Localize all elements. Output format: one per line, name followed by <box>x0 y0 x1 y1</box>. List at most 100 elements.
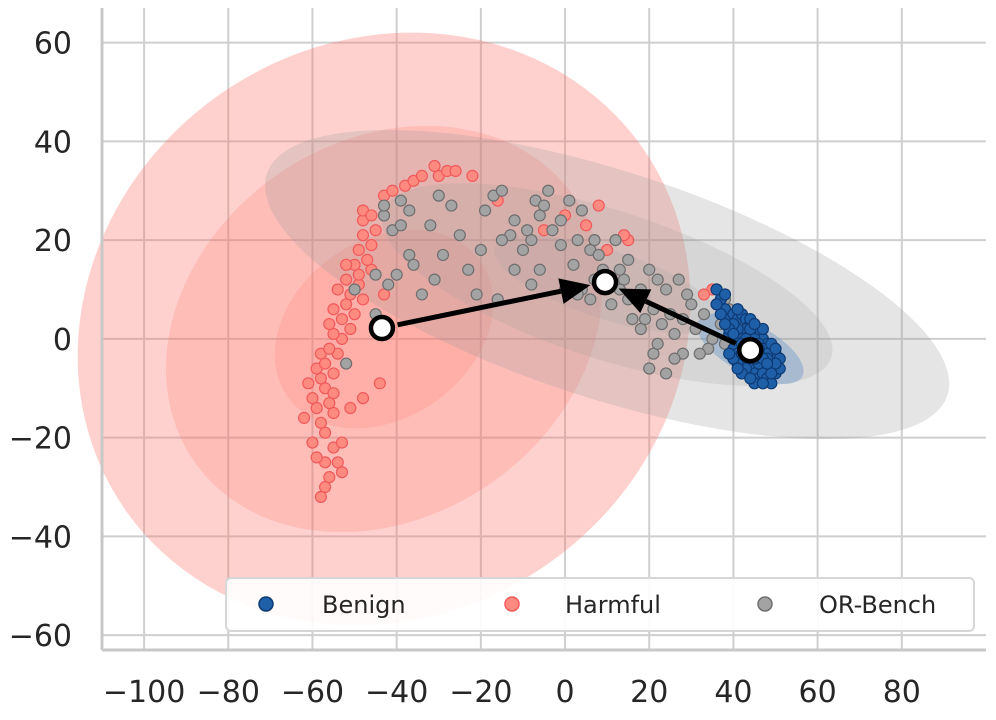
point-or-bench-73 <box>668 352 681 365</box>
point-or-bench-27 <box>474 243 487 257</box>
x-tick-label: 60 <box>799 675 837 710</box>
point-or-bench-11 <box>390 268 403 281</box>
point-benign-73 <box>769 342 782 355</box>
point-or-bench-36 <box>575 204 588 217</box>
point-or-bench-25 <box>542 184 555 197</box>
x-tick-label: −40 <box>365 675 428 710</box>
arrow-head-1 <box>618 288 652 313</box>
point-or-bench-29 <box>516 243 530 257</box>
point-or-bench-18 <box>495 184 509 197</box>
centroid-markers <box>368 268 764 364</box>
axes-frame <box>100 8 986 652</box>
point-or-bench-93 <box>428 273 441 286</box>
x-axis-ticks: −100 −80 −60 −40 −20 0 20 40 60 80 <box>103 675 921 710</box>
point-or-bench-31 <box>554 238 567 252</box>
x-tick-label: 0 <box>556 675 575 710</box>
point-harmful-46 <box>352 243 365 257</box>
point-or-bench-22 <box>546 224 559 237</box>
point-or-bench-77 <box>605 298 618 311</box>
point-or-bench-30 <box>533 263 546 276</box>
point-or-bench-6 <box>424 219 437 232</box>
point-harmful-49 <box>369 224 382 237</box>
point-or-bench-53 <box>685 298 698 311</box>
point-or-bench-4 <box>394 194 407 207</box>
y-axis-ticks: −60 −40 −20 0 20 40 60 <box>9 27 72 655</box>
point-or-bench-59 <box>697 308 711 321</box>
point-benign-84 <box>748 317 761 331</box>
point-or-bench-44 <box>643 263 656 276</box>
point-or-bench-8 <box>445 199 458 212</box>
point-benign-68 <box>723 347 736 360</box>
point-benign-74 <box>744 372 757 385</box>
point-harmful-30 <box>344 322 357 336</box>
point-or-bench-35 <box>563 194 576 207</box>
point-harmful-60 <box>428 159 441 173</box>
point-harmful-33 <box>348 308 361 321</box>
point-or-bench-82 <box>613 263 626 276</box>
point-harmful-68 <box>579 219 593 232</box>
point-harmful-44 <box>340 258 353 271</box>
x-tick-label: −20 <box>449 675 512 710</box>
x-tick-label: 40 <box>714 675 752 710</box>
legend-label-or-bench: OR-Bench <box>819 591 936 619</box>
point-harmful-48 <box>356 229 370 242</box>
point-or-bench-38 <box>592 248 605 262</box>
point-harmful-12 <box>297 411 311 424</box>
x-tick-label: −100 <box>103 675 185 710</box>
point-harmful-47 <box>365 238 378 252</box>
point-harmful-2 <box>323 471 336 484</box>
point-harmful-64 <box>373 377 386 390</box>
legend-marker-harmful <box>504 596 520 612</box>
centroid-or-bench <box>591 268 619 296</box>
y-tick-label: 60 <box>34 27 72 62</box>
point-harmful-54 <box>386 184 399 197</box>
point-or-bench-55 <box>655 317 668 331</box>
point-or-bench-49 <box>659 283 673 296</box>
grid-lines <box>102 8 986 650</box>
point-harmful-34 <box>327 303 340 316</box>
point-or-bench-79 <box>626 313 639 326</box>
point-benign-58 <box>731 303 744 316</box>
point-benign-57 <box>718 288 732 301</box>
legend-marker-benign <box>258 596 274 612</box>
point-harmful-40 <box>340 273 353 286</box>
point-or-bench-90 <box>382 278 395 291</box>
point-harmful-32 <box>335 313 349 326</box>
point-harmful-31 <box>323 317 336 331</box>
point-harmful-36 <box>356 293 370 306</box>
x-tick-label: −60 <box>281 675 344 710</box>
point-benign-76 <box>727 327 740 341</box>
point-or-bench-89 <box>348 283 361 296</box>
y-tick-label: −20 <box>9 422 72 457</box>
point-harmful-11 <box>314 416 327 429</box>
point-harmful-6 <box>310 451 323 464</box>
centroid-benign <box>737 336 764 364</box>
point-or-bench-69 <box>643 362 656 375</box>
point-or-bench-56 <box>668 327 681 341</box>
y-tick-label: −60 <box>9 619 72 654</box>
point-or-bench-40 <box>609 234 622 247</box>
x-tick-label: 80 <box>883 675 921 710</box>
point-or-bench-45 <box>651 273 664 286</box>
point-harmful-62 <box>466 169 479 183</box>
point-or-bench-10 <box>436 248 450 262</box>
point-or-bench-3 <box>403 204 416 217</box>
point-harmful-20 <box>302 377 315 390</box>
point-harmful-52 <box>365 209 378 222</box>
point-or-bench-72 <box>659 367 673 380</box>
arrow-head-0 <box>558 278 591 304</box>
point-benign-71 <box>756 377 769 390</box>
scatter-points <box>297 159 786 504</box>
point-harmful-5 <box>331 456 344 469</box>
point-or-bench-5 <box>377 199 391 212</box>
point-or-bench-2 <box>394 219 407 232</box>
x-tick-label: 20 <box>630 675 668 710</box>
point-or-bench-33 <box>525 234 538 247</box>
point-or-bench-95 <box>470 288 483 301</box>
point-harmful-45 <box>361 253 374 266</box>
point-or-bench-96 <box>508 263 521 276</box>
point-harmful-61 <box>449 164 462 178</box>
point-harmful-27 <box>323 342 336 355</box>
point-or-bench-98 <box>525 278 538 291</box>
point-or-bench-54 <box>672 273 685 286</box>
